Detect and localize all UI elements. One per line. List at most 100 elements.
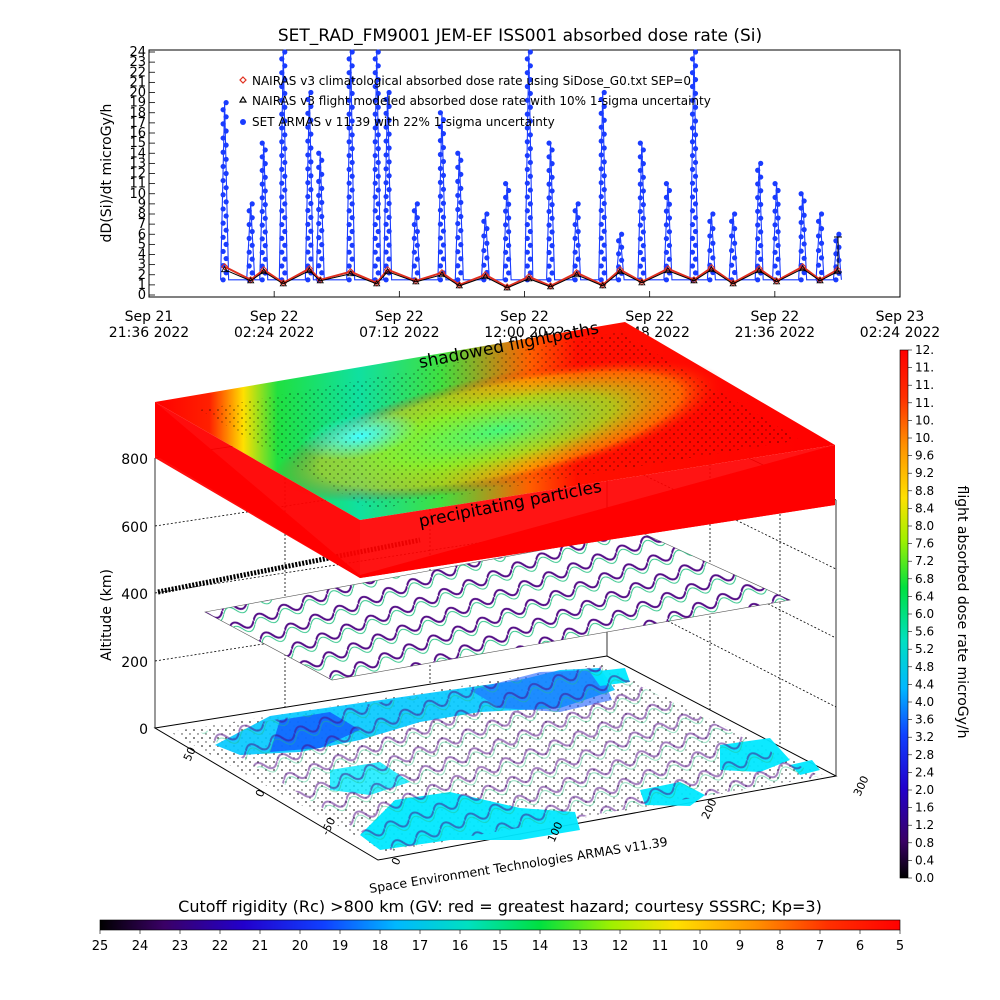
colorbar-tick-label: 0.8 [915, 836, 934, 850]
legend-label: SET ARMAS v 11.39 with 22% 1-sigma uncer… [252, 115, 555, 129]
colorbar-tick-label: 11. [915, 396, 934, 410]
point-set-armas [755, 222, 761, 228]
point-set-armas [775, 242, 781, 249]
point-set-armas [503, 194, 509, 200]
point-set-armas [220, 192, 226, 198]
point-nairas-flight [279, 280, 287, 287]
point-set-armas [375, 104, 381, 110]
latitude-tick: 50 [181, 745, 199, 763]
point-set-armas [692, 256, 699, 262]
point-set-armas [527, 242, 533, 248]
point-set-armas [637, 181, 643, 187]
point-set-armas [546, 140, 552, 146]
point-set-armas [601, 200, 607, 207]
point-set-armas [758, 229, 764, 235]
point-set-armas [640, 174, 646, 180]
point-nairas-flight [481, 272, 490, 280]
point-set-armas [316, 263, 322, 269]
point-set-armas [375, 242, 381, 248]
point-set-armas [316, 192, 322, 199]
point-set-armas [316, 206, 322, 213]
point-set-armas [732, 269, 738, 276]
point-set-armas [220, 149, 226, 155]
point-set-armas [503, 235, 509, 242]
point-set-armas [710, 211, 716, 217]
point-set-armas [375, 270, 381, 276]
point-set-armas [279, 111, 285, 117]
point-set-armas [818, 211, 825, 217]
point-set-armas [506, 201, 512, 207]
point-set-armas [246, 221, 252, 228]
point-set-armas [383, 138, 389, 144]
point-set-armas [319, 199, 325, 206]
point-set-armas [349, 215, 355, 221]
point-set-armas [282, 63, 288, 69]
point-set-armas [601, 214, 607, 220]
point-set-armas [640, 243, 646, 249]
y-tick-label: 2 [138, 268, 146, 283]
point-set-armas [640, 256, 646, 262]
point-set-armas [637, 249, 643, 256]
point-set-armas [637, 140, 643, 146]
point-set-armas [689, 56, 696, 62]
point-set-armas [346, 166, 352, 172]
point-nairas-flight [525, 275, 533, 282]
colorbar-tick-label: 12 [612, 939, 629, 954]
point-set-armas [637, 236, 643, 242]
point-set-armas [549, 215, 555, 221]
orbit-ribbon [157, 531, 792, 681]
altitude-tick: 400 [121, 587, 148, 603]
y-tick-label: 13 [129, 156, 146, 171]
altitude-tick: 800 [121, 452, 148, 468]
point-set-armas [375, 173, 381, 179]
point-set-armas [663, 181, 670, 187]
point-set-armas [220, 234, 226, 240]
point-set-armas [437, 165, 444, 172]
point-set-armas [262, 161, 268, 167]
colorbar-tick-label: 9.6 [915, 449, 934, 463]
point-nairas-climatological [707, 263, 716, 272]
y-tick-label: 22 [129, 65, 146, 80]
y-tick-label: 3 [138, 258, 146, 273]
point-set-armas [546, 154, 552, 160]
point-set-armas [414, 256, 420, 262]
point-set-armas [383, 221, 389, 227]
point-set-armas [801, 212, 807, 218]
point-set-armas [503, 222, 509, 228]
point-set-armas [815, 247, 822, 254]
point-set-armas [616, 251, 622, 257]
point-set-armas [692, 49, 699, 55]
point-set-armas [758, 174, 764, 180]
point-set-armas [223, 156, 229, 162]
colorbar-tick-label: 17 [412, 939, 429, 954]
point-set-armas [383, 152, 389, 158]
point-set-armas [833, 264, 839, 270]
point-set-armas [437, 235, 444, 241]
point-set-armas [282, 49, 288, 55]
point-set-armas [279, 125, 285, 131]
point-set-armas [481, 233, 487, 239]
point-set-armas [798, 191, 804, 197]
point-nairas-flight [246, 277, 255, 284]
point-set-armas [836, 231, 842, 237]
altitude-tick: 600 [121, 520, 148, 536]
point-set-armas [386, 131, 392, 137]
point-set-armas [637, 208, 643, 215]
point-set-armas [349, 242, 355, 248]
legend-item-nairas-climatological: NAIRAS v3 climatological absorbed dose r… [239, 74, 691, 88]
point-set-armas [262, 243, 268, 249]
colorbar-ticks: 25 24 23 22 21 20 19 18 17 16 15 14 13 12 11 10 9 8 7 6 5 [92, 930, 904, 954]
point-set-armas [524, 139, 530, 145]
point-set-armas [772, 181, 778, 187]
point-set-armas [386, 159, 392, 165]
colorbar-tick-label: 2.4 [915, 765, 934, 779]
y-tick-label: 7 [138, 217, 146, 232]
point-set-armas [458, 199, 464, 206]
point-set-armas [616, 238, 622, 244]
point-set-armas [282, 173, 288, 179]
point-set-armas [440, 186, 447, 192]
point-set-armas [279, 221, 285, 228]
point-set-armas [818, 269, 825, 276]
point-set-armas [279, 83, 285, 90]
longitude-tick: 300 [851, 774, 872, 799]
